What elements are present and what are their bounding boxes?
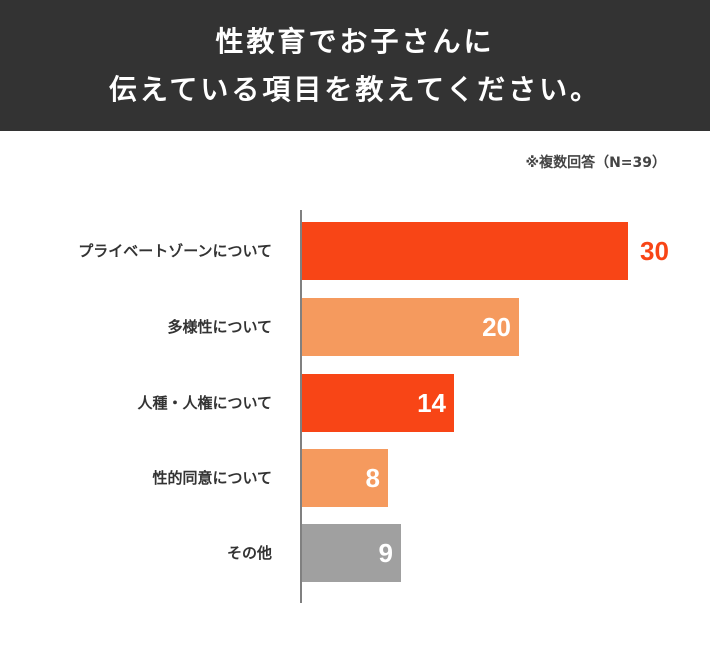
bar-value: 9 (378, 538, 393, 568)
bar-sexual-consent: 8 (302, 449, 388, 507)
y-axis-line (300, 210, 302, 603)
category-label: 人種・人権について (137, 394, 272, 412)
bar-race-human-rights: 14 (302, 374, 454, 432)
category-label: プライベートゾーンについて (78, 242, 272, 260)
category-label: その他 (226, 544, 272, 562)
bar-diversity: 20 (302, 298, 519, 356)
bar-other: 9 (302, 524, 401, 582)
bar-private-zone (302, 222, 628, 280)
category-label: 多様性について (167, 318, 272, 336)
bar-value: 20 (482, 312, 511, 342)
chart-title-line1: 性教育でお子さんに (215, 25, 495, 58)
bar-value: 8 (365, 463, 380, 493)
chart-title-line2: 伝えている項目を教えてください。 (108, 73, 602, 106)
bar-value: 14 (417, 388, 446, 418)
sample-note: ※複数回答（N=39） (525, 155, 666, 171)
chart-header: 性教育でお子さんに 伝えている項目を教えてください。 (0, 0, 710, 131)
bar-value: 30 (640, 236, 669, 266)
category-label: 性的同意について (152, 469, 272, 487)
